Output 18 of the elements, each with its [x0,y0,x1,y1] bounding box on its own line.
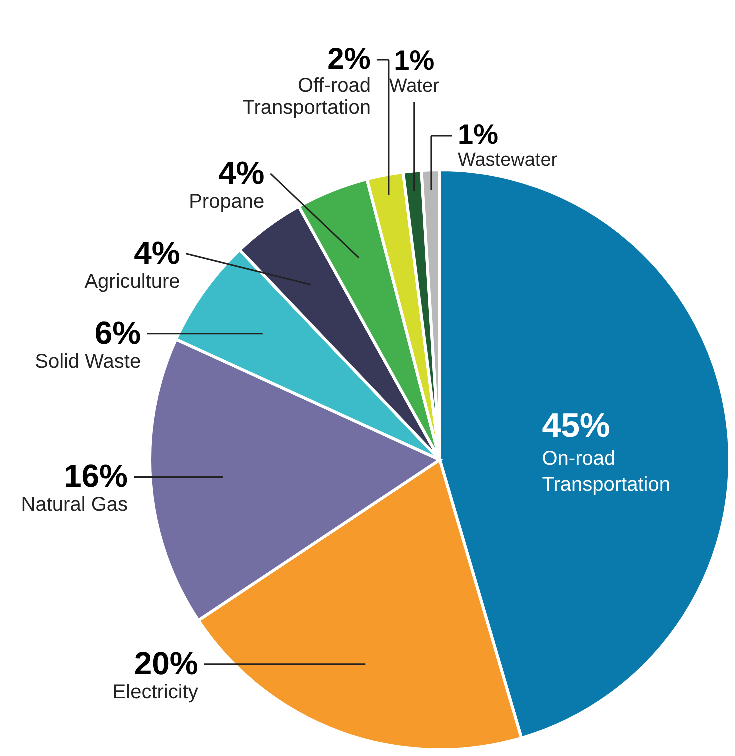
data-label: 4% [218,154,265,191]
slice-label: Solid Waste [35,350,142,373]
data-label: 2% [328,43,371,76]
data-label: 4% [134,234,180,271]
slice-label: Off-road Transportation [242,75,371,119]
slice-label: Water [389,76,440,97]
slice-label: Electricity [112,681,198,704]
slice-label: Propane [189,190,265,213]
slice-label: Natural Gas [21,494,128,516]
data-label: 45% [542,407,610,446]
slice-label: Agriculture [84,270,180,293]
slice-label: Wastewater [458,150,558,171]
data-label: 6% [94,314,142,351]
data-label: 1% [458,119,499,150]
data-label: 1% [394,45,435,76]
data-label: 16% [64,458,128,494]
data-label: 20% [134,645,198,682]
slice-label: On-road Transportation [542,448,670,496]
